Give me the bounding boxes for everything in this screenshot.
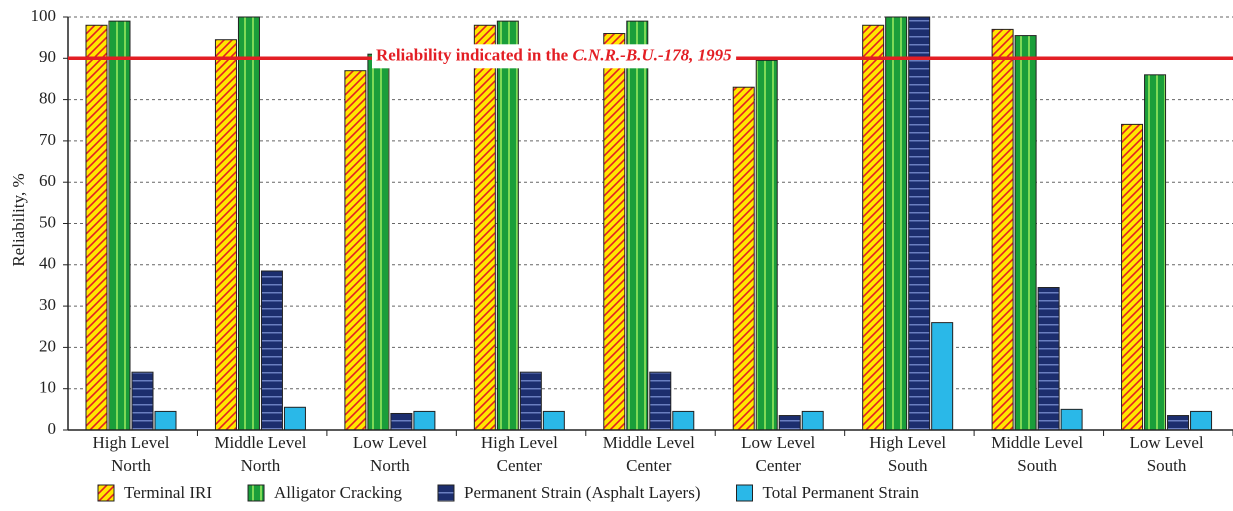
x-tick-label: Center — [626, 456, 672, 475]
bar — [732, 86, 755, 431]
y-tick-label: 100 — [31, 6, 57, 25]
bar — [519, 371, 542, 431]
bar — [413, 410, 436, 431]
y-tick-label: 40 — [39, 254, 56, 273]
bar — [131, 371, 154, 431]
y-tick-label: 0 — [48, 419, 57, 438]
bar — [1060, 408, 1083, 431]
y-tick-label: 20 — [39, 336, 56, 355]
bar — [991, 28, 1014, 431]
y-tick-label: 50 — [39, 212, 56, 231]
legend-label: Permanent Strain (Asphalt Layers) — [464, 483, 701, 502]
y-tick-label: 60 — [39, 171, 56, 190]
annotation: Reliability indicated in the C.N.R.-B.U.… — [376, 45, 732, 64]
x-tick-label: North — [241, 456, 281, 475]
x-tick-label: Middle Level — [214, 433, 306, 452]
legend-label: Total Permanent Strain — [763, 483, 920, 502]
x-tick-label: Center — [497, 456, 543, 475]
x-tick-label: Low Level — [353, 433, 427, 452]
bar — [885, 16, 908, 431]
bar — [801, 410, 824, 431]
bar — [473, 24, 496, 431]
x-tick-label: High Level — [481, 433, 558, 452]
x-tick-label: South — [888, 456, 928, 475]
x-tick-label: High Level — [93, 433, 170, 452]
annotation-text: Reliability indicated in the — [376, 45, 572, 64]
bar — [108, 20, 131, 431]
bar — [1037, 287, 1060, 431]
bar — [390, 412, 413, 431]
bar — [154, 410, 177, 431]
bar — [496, 20, 519, 431]
x-tick-label: North — [370, 456, 410, 475]
bar — [672, 410, 695, 431]
legend-swatch — [247, 484, 265, 502]
bar — [626, 20, 649, 431]
bar — [367, 53, 390, 431]
annotation-italic: C.N.R.-B.U.-178, 1995 — [572, 45, 732, 64]
bar — [1144, 74, 1167, 431]
bar — [862, 24, 885, 431]
bar — [908, 16, 931, 431]
bar — [542, 410, 565, 431]
y-axis-label: Reliability, % — [9, 173, 28, 266]
y-tick-label: 80 — [39, 89, 56, 108]
bar — [778, 415, 801, 431]
x-tick-label: Middle Level — [603, 433, 695, 452]
x-tick-label: South — [1147, 456, 1187, 475]
bar — [237, 16, 260, 431]
legend-swatch — [736, 484, 753, 502]
x-tick-label: Middle Level — [991, 433, 1083, 452]
legend-label: Alligator Cracking — [274, 483, 402, 502]
bar — [283, 406, 306, 431]
x-tick-label: South — [1017, 456, 1057, 475]
bar — [603, 33, 626, 431]
bar — [931, 322, 954, 431]
y-tick-label: 90 — [39, 47, 56, 66]
bar — [214, 39, 237, 431]
y-tick-label: 70 — [39, 130, 56, 149]
y-tick-label: 10 — [39, 378, 56, 397]
bar — [1014, 35, 1037, 431]
x-tick-label: High Level — [869, 433, 946, 452]
legend-swatch — [97, 484, 115, 502]
legend-swatch — [437, 484, 455, 502]
bar — [755, 59, 778, 431]
bar — [649, 371, 672, 431]
legend-label: Terminal IRI — [124, 483, 212, 502]
bar — [1167, 415, 1190, 431]
x-tick-label: North — [111, 456, 151, 475]
x-tick-label: Center — [756, 456, 802, 475]
x-tick-label: Low Level — [1130, 433, 1204, 452]
bar — [85, 24, 108, 431]
bar — [344, 70, 367, 431]
x-tick-label: Low Level — [741, 433, 815, 452]
bar — [1190, 410, 1213, 431]
bar — [260, 270, 283, 431]
y-tick-label: 30 — [39, 295, 56, 314]
bar — [1121, 123, 1144, 431]
